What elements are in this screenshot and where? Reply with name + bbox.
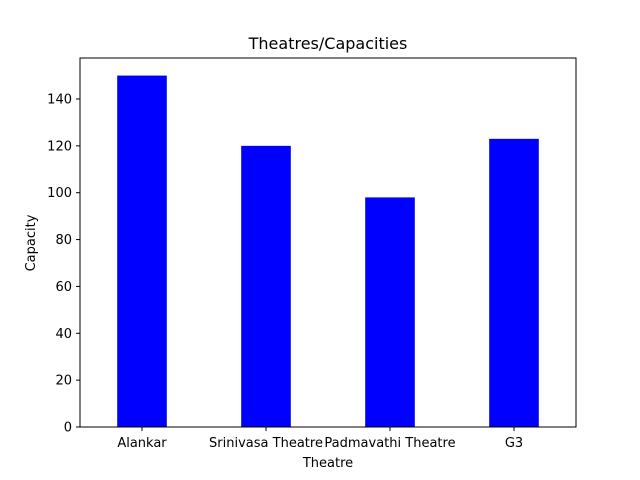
x-tick-label: Padmavathi Theatre [324, 436, 455, 451]
bar-g3 [489, 138, 539, 428]
y-tick-label: 120 [47, 139, 72, 154]
y-axis-label: Capacity [24, 214, 39, 271]
x-tick-label: Srinivasa Theatre [209, 436, 323, 451]
y-axis: 0 20 40 60 80 100 120 140 [47, 93, 80, 436]
bar-srinivasa-theatre [241, 145, 291, 427]
y-tick-label: 100 [47, 186, 72, 201]
y-tick-label: 140 [47, 93, 72, 108]
x-tick-label: Alankar [117, 436, 167, 451]
y-tick-label: 80 [55, 233, 72, 248]
bar-alankar [117, 75, 167, 428]
y-tick-label: 20 [55, 374, 72, 389]
bars-layer [117, 75, 539, 428]
x-tick-label: G3 [505, 436, 523, 451]
y-tick-label: 60 [55, 280, 72, 295]
plot-frame [79, 57, 577, 428]
x-axis: Alankar Srinivasa Theatre Padmavathi Theat… [117, 427, 523, 451]
chart-title: Theatres/Capacities [248, 34, 408, 53]
y-tick-label: 40 [55, 327, 72, 342]
y-tick-label: 0 [64, 421, 72, 436]
bar-padmavathi-theatre [365, 197, 415, 427]
x-axis-label: Theatre [302, 456, 353, 471]
